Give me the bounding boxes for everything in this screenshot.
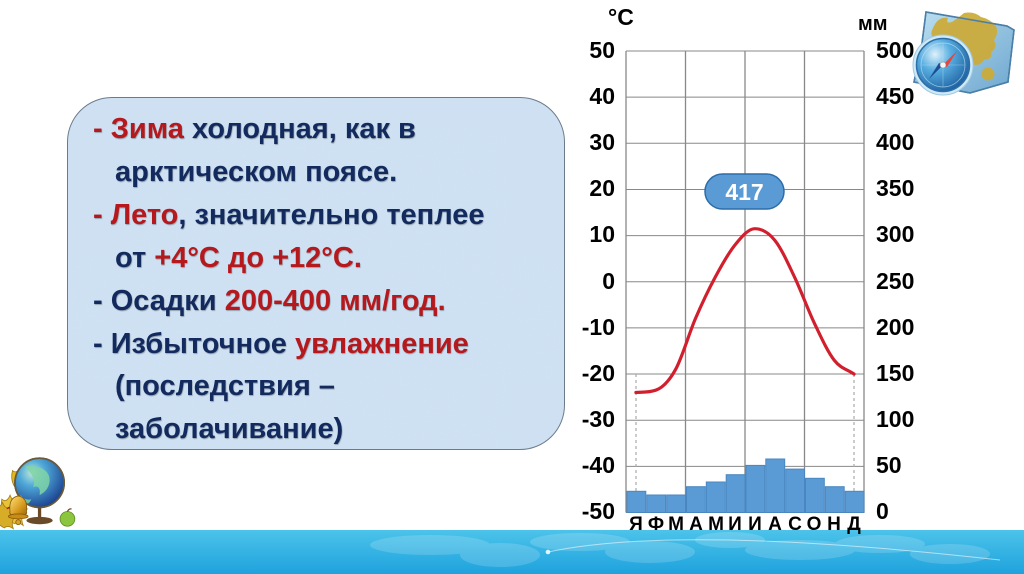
svg-text:300: 300	[876, 221, 914, 247]
svg-text:мм: мм	[858, 13, 888, 35]
svg-text:400: 400	[876, 129, 914, 155]
svg-text:350: 350	[876, 175, 914, 201]
svg-text:Н: Н	[827, 514, 841, 535]
svg-text:И: И	[748, 514, 762, 535]
svg-text:С: С	[788, 514, 802, 535]
svg-text:30: 30	[589, 129, 615, 155]
svg-text:-40: -40	[582, 452, 615, 478]
svg-text:10: 10	[589, 221, 615, 247]
svg-text:50: 50	[876, 452, 902, 478]
svg-text:-20: -20	[582, 360, 615, 386]
svg-text:150: 150	[876, 360, 914, 386]
svg-text:250: 250	[876, 268, 914, 294]
svg-text:417: 417	[725, 179, 763, 205]
svg-text:Я: Я	[629, 514, 643, 535]
svg-text:И: И	[728, 514, 742, 535]
svg-text:100: 100	[876, 406, 914, 432]
svg-text:М: М	[708, 514, 724, 535]
svg-text:200: 200	[876, 314, 914, 340]
svg-text:-10: -10	[582, 314, 615, 340]
svg-text:40: 40	[589, 83, 615, 109]
svg-text:М: М	[668, 514, 684, 535]
svg-text:°C: °C	[608, 4, 634, 30]
svg-text:О: О	[807, 514, 822, 535]
svg-text:А: А	[768, 514, 782, 535]
svg-text:20: 20	[589, 175, 615, 201]
svg-text:-30: -30	[582, 406, 615, 432]
svg-text:-50: -50	[582, 498, 615, 524]
svg-text:0: 0	[876, 498, 889, 524]
svg-text:50: 50	[589, 37, 615, 63]
svg-text:0: 0	[602, 268, 615, 294]
svg-text:Д: Д	[847, 514, 861, 535]
svg-text:Ф: Ф	[648, 514, 664, 535]
svg-text:А: А	[689, 514, 703, 535]
